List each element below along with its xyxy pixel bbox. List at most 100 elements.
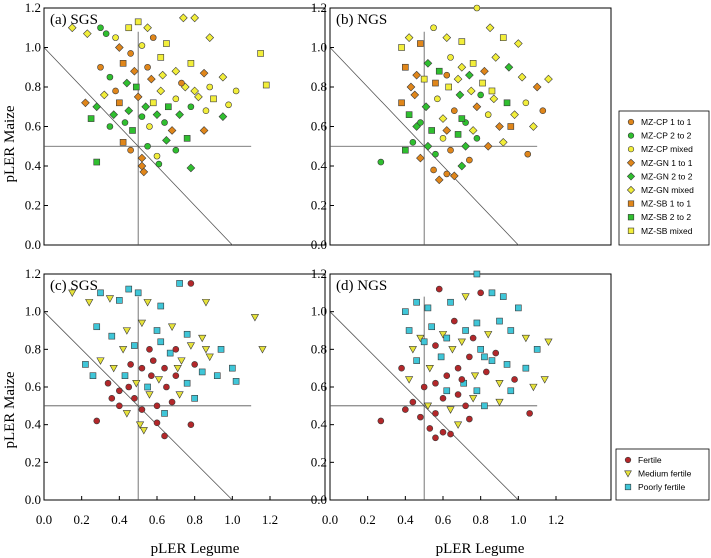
data-point: [109, 364, 118, 373]
data-point: [438, 114, 448, 123]
panel-d: 0.0 0.2 0.4 0.6 0.8 1.0 1.2 0.0 0.2 0.4 0.6 0.8 1.0 1…: [311, 266, 612, 527]
panel-b-title: (b) NGS: [336, 12, 387, 28]
data-point: [377, 158, 385, 166]
data-point: [488, 357, 496, 364]
data-point: [532, 82, 542, 92]
panel-a: 0.0 0.2 0.4 0.6 0.8 1.0 1.2 (a) SGS: [25, 0, 326, 252]
x-tick-label: 1.0: [224, 512, 240, 527]
x-tick-label: 0.0: [322, 512, 338, 527]
data-point: [483, 368, 490, 376]
data-point: [161, 432, 168, 440]
data-point: [163, 383, 170, 391]
data-point: [173, 364, 182, 373]
data-point: [424, 304, 432, 312]
y-tick-label: 0.4: [311, 417, 328, 432]
y-tick-label: 0.8: [25, 341, 41, 356]
legend-label: MZ-GN 1 to 1: [641, 158, 693, 168]
diagonal-reference-line: [43, 47, 233, 246]
data-point: [116, 297, 123, 304]
data-point: [104, 379, 112, 387]
data-point: [461, 293, 470, 301]
data-point: [540, 376, 549, 384]
legend-label: Poorly fertile: [638, 482, 686, 492]
data-point: [480, 66, 489, 76]
legend-label: MZ-CP 2 to 2: [641, 131, 692, 141]
data-point: [420, 75, 428, 83]
data-point: [158, 70, 167, 80]
data-point: [533, 346, 541, 353]
data-point: [167, 323, 177, 331]
data-point: [149, 99, 157, 107]
data-point: [443, 387, 451, 395]
data-point: [153, 152, 161, 160]
data-point: [161, 364, 168, 372]
x-tick-label: 0.8: [187, 512, 203, 527]
data-point: [491, 53, 501, 62]
data-point: [483, 141, 493, 151]
y-tick-label: 1.2: [25, 0, 41, 15]
data-point: [163, 40, 170, 47]
x-tick-label: 0.6: [149, 512, 166, 527]
data-point: [437, 353, 445, 361]
y-tick-label: 1.0: [25, 304, 41, 319]
data-point: [406, 82, 416, 92]
data-point: [484, 331, 493, 339]
data-point: [473, 387, 481, 395]
data-point: [458, 38, 466, 45]
data-point: [430, 166, 437, 174]
data-point: [466, 353, 473, 361]
legend-marker: [626, 158, 636, 167]
data-point: [172, 372, 180, 380]
data-point: [191, 361, 198, 368]
data-point: [213, 372, 221, 380]
data-point: [218, 112, 228, 121]
data-point: [447, 430, 454, 438]
data-point: [488, 87, 496, 95]
data-point: [524, 150, 532, 158]
data-point: [125, 24, 133, 32]
legend-label: MZ-SB mixed: [641, 226, 693, 236]
data-point: [434, 175, 444, 185]
data-point: [485, 23, 495, 33]
data-point: [503, 361, 511, 368]
data-point: [432, 434, 439, 442]
data-point: [143, 23, 152, 33]
data-point: [443, 372, 451, 380]
data-point: [402, 146, 409, 154]
data-point: [116, 402, 123, 410]
data-point: [432, 342, 439, 349]
data-point: [466, 86, 476, 96]
data-point: [503, 99, 511, 107]
data-point: [413, 357, 420, 364]
data-point: [481, 353, 488, 361]
legend-marker: [626, 185, 636, 195]
data-point: [529, 122, 538, 131]
data-point: [135, 421, 145, 429]
data-point: [465, 70, 474, 80]
data-point: [529, 383, 538, 392]
legend-label: Medium fertile: [638, 469, 692, 479]
data-point: [499, 34, 507, 41]
data-point: [149, 34, 157, 41]
data-point: [99, 90, 109, 100]
data-point: [507, 327, 515, 334]
data-point: [507, 123, 515, 130]
data-point: [404, 33, 414, 42]
data-point: [161, 410, 168, 417]
data-point: [457, 62, 467, 72]
data-point: [144, 383, 151, 391]
y-tick-label: 0.0: [25, 492, 41, 507]
data-point: [118, 346, 128, 354]
data-point: [155, 160, 163, 168]
data-point: [517, 72, 527, 82]
data-point: [514, 39, 523, 48]
data-point: [138, 406, 146, 413]
legend-label: MZ-GN mixed: [641, 185, 694, 195]
data-point: [495, 380, 504, 388]
data-point: [426, 425, 434, 432]
data-point: [168, 398, 176, 406]
data-point: [412, 122, 421, 131]
y-tick-label: 0.4: [25, 158, 42, 173]
data-point: [454, 364, 462, 372]
data-point: [439, 428, 447, 436]
